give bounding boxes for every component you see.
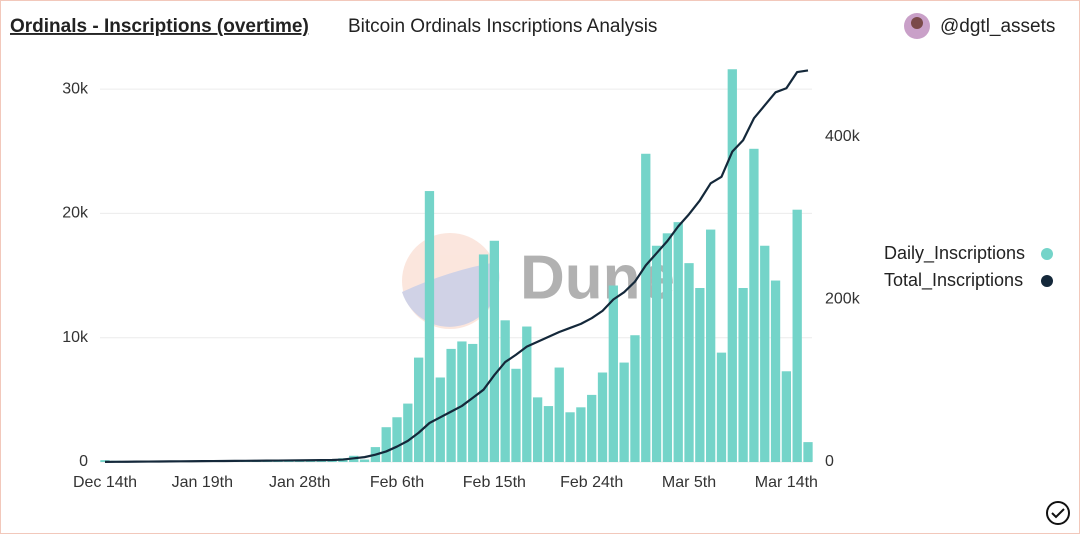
legend-label: Total_Inscriptions — [884, 270, 1023, 291]
bar — [706, 229, 716, 462]
x-tick-label: Feb 6th — [370, 474, 424, 491]
bar — [630, 335, 640, 462]
author[interactable]: @dgtl_assets — [940, 16, 1055, 37]
y-tick-label: 0 — [79, 453, 88, 470]
bar — [576, 407, 586, 462]
y2-tick-label: 200k — [825, 291, 861, 308]
bar — [608, 285, 618, 462]
legend-label: Daily_Inscriptions — [884, 243, 1025, 264]
bar — [489, 240, 500, 462]
bar — [727, 69, 737, 463]
bar — [641, 153, 651, 463]
bar — [478, 254, 489, 462]
x-tick-label: Mar 5th — [662, 474, 716, 491]
bar — [760, 245, 770, 462]
bar — [749, 148, 759, 462]
bar — [413, 357, 424, 462]
bar — [446, 348, 456, 462]
line — [104, 69, 809, 463]
legend-swatch — [1041, 248, 1053, 260]
x-tick-label: Jan 19th — [172, 474, 233, 491]
avatar-face — [911, 17, 923, 29]
bar — [543, 406, 554, 462]
bar — [803, 442, 813, 462]
bar — [457, 341, 467, 462]
watermark-text: Dune — [520, 243, 675, 312]
bar — [619, 362, 629, 462]
y-tick-label: 10k — [62, 329, 89, 346]
bar — [597, 372, 608, 462]
bar — [738, 287, 748, 462]
legend-swatch — [1041, 275, 1053, 287]
bar — [403, 403, 413, 462]
bar — [468, 343, 478, 462]
chart-subtitle: Bitcoin Ordinals Inscriptions Analysis — [348, 16, 657, 37]
x-tick-label: Feb 24th — [560, 474, 623, 491]
bar — [424, 191, 435, 462]
check-mark — [1051, 508, 1065, 519]
bar — [651, 245, 662, 462]
bar — [392, 417, 402, 462]
bar — [359, 459, 370, 462]
bar — [522, 326, 532, 462]
y-tick-label: 30k — [62, 80, 89, 97]
bar — [565, 412, 575, 462]
bar — [532, 397, 543, 462]
bar — [662, 233, 673, 462]
y-tick-label: 20k — [62, 205, 89, 222]
bar — [500, 320, 510, 462]
x-tick-label: Mar 14th — [755, 474, 818, 491]
check-icon[interactable] — [1046, 501, 1070, 525]
y2-tick-label: 400k — [825, 128, 861, 145]
bar — [684, 263, 694, 462]
bar — [695, 287, 705, 462]
bar — [770, 280, 781, 462]
x-tick-label: Feb 15th — [463, 474, 526, 491]
bar — [587, 394, 597, 462]
bar — [381, 427, 391, 462]
chart-title[interactable]: Ordinals - Inscriptions (overtime) — [10, 16, 309, 37]
bar — [781, 371, 792, 462]
x-tick-label: Jan 28th — [269, 474, 330, 491]
check-circle — [1046, 501, 1070, 525]
plot: 0 10k 20k 30k 0 200k 400k Dec 14th Jan 19th Jan 2… — [62, 69, 861, 491]
y2-tick-label: 0 — [825, 453, 834, 470]
legend: Daily_Inscriptions Total_Inscriptions — [884, 243, 1025, 291]
bar — [716, 352, 727, 462]
bar — [792, 209, 802, 462]
bar — [511, 368, 521, 462]
bar — [435, 377, 445, 462]
bar — [554, 367, 564, 462]
bar — [673, 222, 683, 462]
x-tick-label: Dec 14th — [73, 474, 137, 491]
